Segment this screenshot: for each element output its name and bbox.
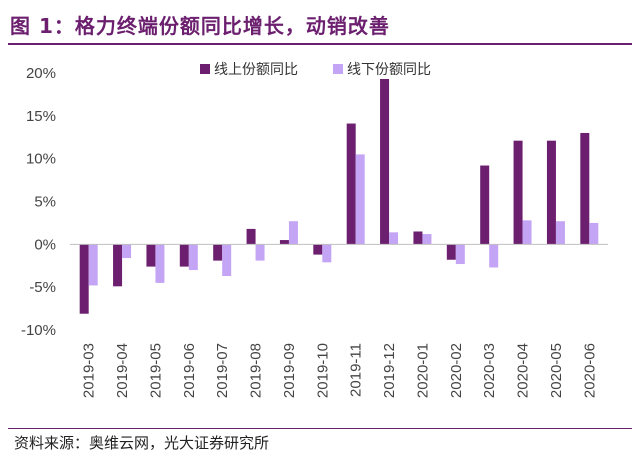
x-tick-label: 2019-09 bbox=[281, 343, 298, 398]
bar-online bbox=[346, 123, 356, 245]
y-tick-label: 5% bbox=[34, 194, 56, 211]
legend-label-offline: 线下份额同比 bbox=[347, 62, 431, 78]
legend-swatch-online bbox=[200, 64, 210, 74]
bar-online bbox=[446, 244, 456, 260]
bar-online bbox=[179, 244, 189, 267]
title-underline bbox=[8, 43, 632, 45]
y-tick-label: 20% bbox=[26, 65, 56, 82]
legend: 线上份额同比 线下份额同比 bbox=[200, 62, 431, 78]
legend-label-online: 线上份额同比 bbox=[214, 62, 298, 78]
bar-offline bbox=[555, 221, 565, 245]
x-tick-label: 2019-08 bbox=[248, 343, 265, 398]
bar-online bbox=[380, 79, 390, 245]
x-tick-label: 2019-07 bbox=[214, 343, 231, 398]
x-tick-label: 2020-02 bbox=[448, 343, 465, 398]
bar-offline bbox=[322, 244, 332, 263]
bar-offline bbox=[489, 244, 499, 268]
x-tick-label: 2019-10 bbox=[314, 343, 331, 398]
bar-chart: 20%15%10%5%0%-5%-10% 2019-03 2019-04 2019-… bbox=[21, 62, 608, 398]
bar-offline bbox=[589, 222, 599, 245]
bar-online bbox=[79, 244, 89, 314]
bar-online bbox=[513, 140, 523, 245]
y-tick-label: 10% bbox=[26, 151, 56, 168]
bar-offline bbox=[455, 244, 465, 265]
figure-title: 图 1：格力终端份额同比增长，动销改善 bbox=[10, 14, 390, 38]
bar-online bbox=[413, 231, 423, 245]
bar-offline bbox=[389, 232, 399, 245]
x-tick-label: 2020-06 bbox=[581, 343, 598, 398]
x-tick-label: 2020-04 bbox=[515, 343, 532, 398]
bar-offline bbox=[188, 244, 198, 271]
bar-offline bbox=[222, 244, 232, 277]
bar-online bbox=[246, 228, 256, 245]
bar-online bbox=[113, 244, 123, 287]
bar-offline bbox=[422, 234, 432, 245]
bar-offline bbox=[155, 244, 165, 283]
x-tick-label: 2020-01 bbox=[414, 343, 431, 398]
x-tick-label: 2019-04 bbox=[114, 343, 131, 398]
bar-online bbox=[313, 244, 323, 255]
bar-offline bbox=[88, 244, 98, 286]
bar-offline bbox=[122, 244, 132, 259]
y-tick-label: 0% bbox=[34, 236, 56, 253]
bars bbox=[79, 79, 599, 314]
bar-offline bbox=[255, 244, 265, 261]
bar-online bbox=[546, 140, 556, 245]
source-note: 资料来源：奥维云网，光大证券研究所 bbox=[14, 434, 270, 452]
x-tick-label: 2019-11 bbox=[348, 343, 365, 397]
y-tick-label: -5% bbox=[29, 279, 56, 296]
bar-offline bbox=[522, 220, 532, 245]
y-axis-ticks: 20% 15% 10% 5% 0% -5% -10% bbox=[21, 65, 56, 339]
bar-online bbox=[213, 244, 223, 261]
x-tick-label: 2019-12 bbox=[381, 343, 398, 398]
source-rule bbox=[8, 428, 632, 429]
y-tick-label: -10% bbox=[21, 322, 56, 339]
bar-online bbox=[279, 240, 289, 245]
x-tick-label: 2019-05 bbox=[147, 343, 164, 398]
bar-online bbox=[580, 132, 590, 245]
x-tick-label: 2019-03 bbox=[81, 343, 98, 398]
bar-online bbox=[146, 244, 156, 267]
bar-offline bbox=[355, 154, 365, 245]
bar-online bbox=[480, 165, 490, 245]
legend-swatch-offline bbox=[333, 64, 343, 74]
x-tick-label: 2020-03 bbox=[481, 343, 498, 398]
x-axis-ticks: 2019-03 2019-04 2019-05 2019-06 2019-07 2019-… bbox=[81, 343, 599, 398]
x-tick-label: 2019-06 bbox=[181, 343, 198, 398]
y-tick-label: 15% bbox=[26, 108, 56, 125]
x-tick-label: 2020-05 bbox=[548, 343, 565, 398]
bar-offline bbox=[288, 221, 298, 245]
